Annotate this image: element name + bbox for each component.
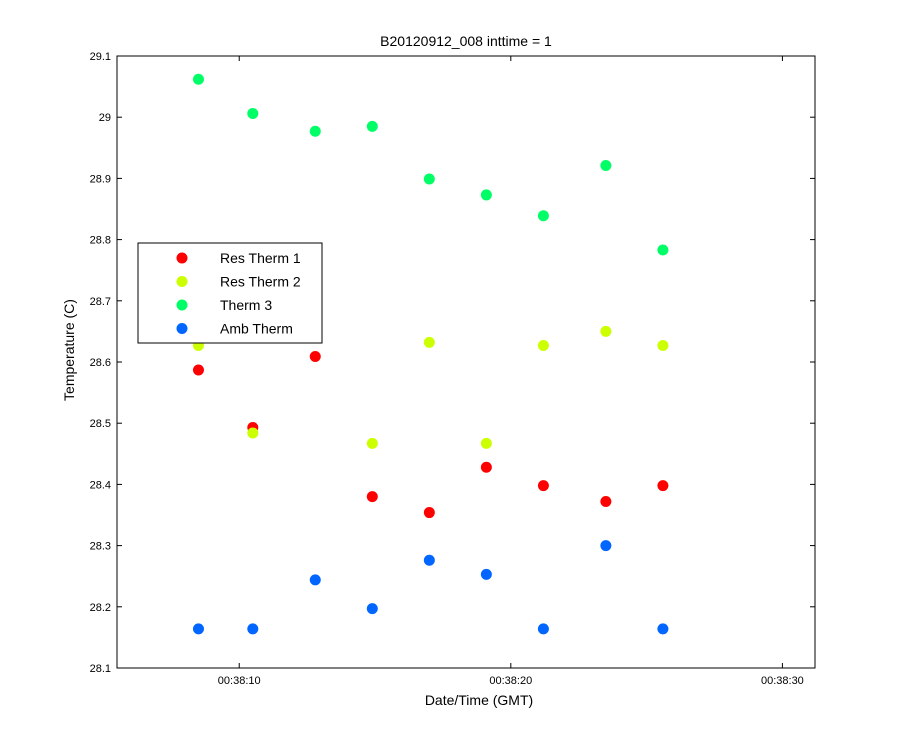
y-tick-label: 28.4	[90, 479, 111, 491]
point-res-therm-2	[366, 437, 378, 449]
point-therm-3	[309, 125, 321, 137]
legend-label-therm-3: Therm 3	[220, 297, 272, 313]
x-tick-label: 00:38:10	[218, 675, 261, 687]
legend-box	[137, 242, 323, 344]
y-tick-label: 28.1	[90, 663, 111, 675]
point-res-therm-1	[309, 350, 321, 362]
legend-marker-res-therm-2	[176, 276, 188, 287]
y-tick-label: 28.2	[90, 602, 111, 614]
point-therm-3	[657, 244, 669, 256]
legend-label-amb-therm: Amb Therm	[220, 321, 293, 337]
legend-marker-res-therm-1	[176, 252, 188, 264]
point-res-therm-2	[423, 336, 435, 348]
point-res-therm-1	[600, 496, 612, 508]
y-tick-label: 28.8	[90, 235, 111, 247]
point-therm-3	[537, 210, 549, 222]
y-tick-label: 28.6	[90, 357, 111, 369]
y-axis-title: Temperature (C)	[61, 299, 77, 401]
y-axis: 28.1 28.2 28.3 28.4 28.5 28.6 28.7 28.8 28.9 29 29…	[90, 51, 815, 675]
point-amb-therm	[366, 603, 378, 615]
legend-marker-therm-3	[176, 299, 188, 311]
point-amb-therm	[480, 568, 492, 580]
y-tick-label: 28.7	[90, 296, 111, 308]
point-therm-3	[192, 73, 204, 85]
point-therm-3	[247, 108, 259, 120]
chart-title: B20120912_008 inttime = 1	[380, 33, 552, 49]
point-res-therm-1	[192, 364, 204, 376]
point-amb-therm	[657, 623, 669, 635]
legend: Res Therm 1 Res Therm 2 Therm 3 Amb Therm	[137, 242, 323, 344]
y-tick-label: 29.1	[90, 51, 111, 63]
point-res-therm-1	[480, 461, 492, 473]
point-therm-3	[600, 160, 612, 172]
y-tick-label: 28.9	[90, 173, 111, 185]
x-axis-title: Date/Time (GMT)	[425, 692, 533, 708]
point-amb-therm	[423, 554, 435, 566]
legend-label-res-therm-2: Res Therm 2	[220, 274, 301, 290]
x-tick-label: 00:38:20	[489, 675, 532, 687]
point-res-therm-1	[366, 491, 378, 503]
point-res-therm-1	[657, 480, 669, 492]
point-res-therm-1	[537, 480, 549, 492]
point-res-therm-2	[247, 427, 259, 439]
y-tick-label: 29	[99, 112, 111, 124]
y-tick-label: 28.5	[90, 418, 111, 430]
point-res-therm-1	[423, 507, 435, 519]
x-axis: 00:38:10 00:38:20 00:38:30	[218, 56, 804, 687]
x-tick-label: 00:38:30	[761, 675, 804, 687]
point-amb-therm	[537, 623, 549, 635]
point-therm-3	[423, 173, 435, 185]
point-res-therm-2	[480, 437, 492, 449]
point-amb-therm	[309, 574, 321, 586]
legend-marker-amb-therm	[176, 323, 188, 334]
point-res-therm-2	[537, 339, 549, 351]
point-res-therm-2	[600, 325, 612, 337]
point-amb-therm	[600, 540, 612, 552]
legend-label-res-therm-1: Res Therm 1	[220, 250, 301, 266]
plot-area	[116, 55, 816, 669]
y-tick-label: 28.3	[90, 541, 111, 553]
point-res-therm-2	[657, 339, 669, 351]
point-amb-therm	[247, 623, 259, 635]
point-therm-3	[366, 120, 378, 132]
point-therm-3	[480, 189, 492, 201]
point-amb-therm	[192, 623, 204, 635]
